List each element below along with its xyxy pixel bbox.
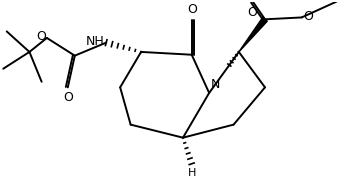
Text: O: O: [247, 6, 257, 19]
Text: H: H: [188, 168, 196, 178]
Text: NH: NH: [86, 35, 104, 48]
Text: O: O: [187, 3, 197, 16]
Text: O: O: [36, 30, 46, 43]
Text: N: N: [211, 78, 220, 91]
Text: O: O: [304, 10, 314, 23]
Text: O: O: [63, 91, 73, 104]
Polygon shape: [239, 17, 267, 52]
